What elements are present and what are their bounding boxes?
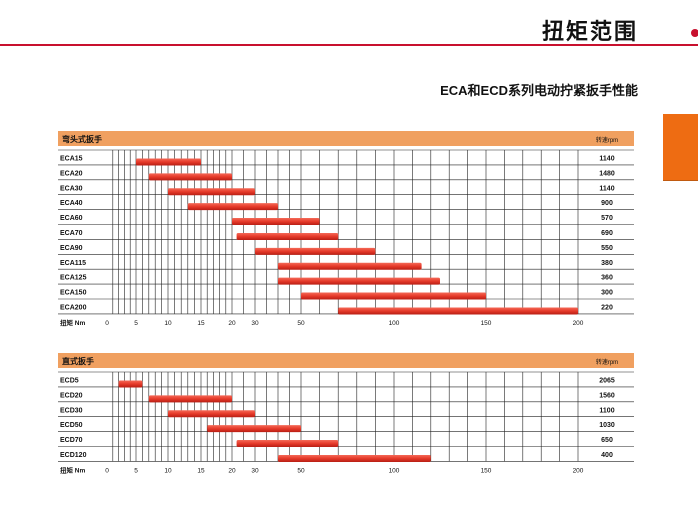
chart-subtitle: ECA和ECD系列电动拧紧扳手性能 [440,83,638,98]
row-label-ecd30: ECD30 [60,407,83,414]
section-ecd-x-tick-200: 200 [573,467,584,474]
speed-value-ecd20: 1560 [599,392,615,399]
section-ecd-speed-header: 转速rpm [596,358,618,366]
speed-value-eca20: 1480 [599,170,615,177]
side-tab [663,114,698,180]
row-label-ecd5: ECD5 [60,377,79,384]
side-tab-edge [663,180,698,181]
speed-value-ecd5: 2065 [599,377,615,384]
page-title: 扭矩范围 [541,19,638,44]
section-eca-x-tick-30: 30 [251,320,259,327]
section-ecd-x-tick-150: 150 [481,467,492,474]
speed-value-ecd70: 650 [601,437,613,444]
row-label-ecd20: ECD20 [60,392,83,399]
range-bar-ecd70 [236,440,339,448]
corner-dot [691,29,698,37]
section-ecd-x-tick-0: 0 [105,467,109,474]
speed-value-ecd120: 400 [601,452,613,459]
section-eca-x-tick-10: 10 [164,320,172,327]
speed-value-eca125: 360 [601,275,613,282]
speed-value-eca115: 380 [601,260,613,267]
section-ecd-x-tick-30: 30 [251,467,259,474]
range-bar-ecd20 [148,395,232,403]
range-bar-eca30 [168,188,255,196]
row-label-ecd120: ECD120 [60,452,87,459]
section-ecd-title: 直式扳手 [62,356,94,366]
range-bar-eca200 [338,307,578,315]
range-bar-eca115 [278,262,422,270]
section-eca-speed-header: 转速rpm [596,136,618,144]
section-eca-x-tick-200: 200 [573,320,584,327]
section-eca-x-tick-20: 20 [228,320,236,327]
row-label-eca150: ECA150 [60,290,87,297]
row-label-ecd50: ECD50 [60,422,83,429]
section-eca-x-tick-50: 50 [297,320,305,327]
section-eca-x-tick-5: 5 [134,320,138,327]
speed-value-eca40: 900 [601,200,613,207]
speed-value-eca200: 220 [601,304,613,311]
section-ecd-x-tick-15: 15 [197,467,205,474]
range-bar-eca20 [148,173,232,181]
row-label-eca40: ECA40 [60,200,83,207]
section-ecd-x-axis-label: 扭矩 Nm [60,465,86,474]
section-eca-x-tick-100: 100 [389,320,400,327]
speed-value-eca90: 550 [601,245,613,252]
speed-value-eca150: 300 [601,290,613,297]
range-bar-eca150 [301,292,486,300]
section-eca-header-bar [58,131,634,146]
section-eca-x-tick-150: 150 [481,320,492,327]
range-bar-eca70 [236,232,339,240]
range-bar-eca15 [136,158,201,166]
row-label-eca70: ECA70 [60,230,83,237]
section-eca-x-tick-0: 0 [105,320,109,327]
row-label-eca200: ECA200 [60,304,87,311]
section-eca-x-tick-15: 15 [197,320,205,327]
row-label-ecd70: ECD70 [60,437,83,444]
speed-value-eca60: 570 [601,215,613,222]
section-ecd-header-bar [58,353,634,368]
range-bar-ecd120 [278,454,431,462]
row-label-eca15: ECA15 [60,155,83,162]
section-ecd-x-tick-10: 10 [164,467,172,474]
section-ecd-x-tick-50: 50 [297,467,305,474]
section-ecd-x-tick-100: 100 [389,467,400,474]
range-bar-ecd50 [207,425,301,433]
row-label-eca60: ECA60 [60,215,83,222]
range-bar-ecd30 [168,410,255,418]
range-bar-eca125 [278,277,440,285]
speed-value-eca15: 1140 [599,155,614,162]
section-eca-x-axis-label: 扭矩 Nm [60,318,86,327]
section-eca-title: 弯头式扳手 [62,134,102,144]
speed-value-ecd30: 1100 [599,407,614,414]
speed-value-eca30: 1140 [599,185,614,192]
row-label-eca20: ECA20 [60,170,83,177]
range-bar-eca90 [255,247,376,255]
speed-value-eca70: 690 [601,230,613,237]
section-ecd-x-tick-20: 20 [228,467,236,474]
speed-value-ecd50: 1030 [599,422,615,429]
section-ecd-x-tick-5: 5 [134,467,138,474]
range-bar-eca40 [187,203,278,211]
title-rule [0,44,698,46]
row-label-eca115: ECA115 [60,260,86,267]
range-bar-ecd5 [118,380,143,388]
range-bar-eca60 [232,218,320,226]
row-label-eca90: ECA90 [60,245,83,252]
row-label-eca30: ECA30 [60,185,83,192]
row-label-eca125: ECA125 [60,275,87,282]
